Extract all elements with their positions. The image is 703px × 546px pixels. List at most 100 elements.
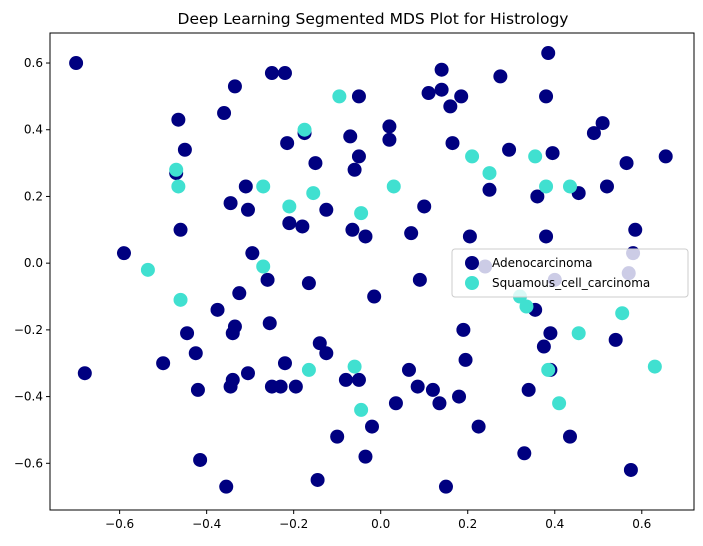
scatter-point — [541, 46, 556, 61]
scatter-point — [193, 452, 208, 467]
scatter-point — [347, 162, 362, 177]
scatter-point — [382, 132, 397, 147]
data-points — [69, 46, 673, 494]
scatter-point — [456, 322, 471, 337]
scatter-point — [306, 186, 321, 201]
scatter-point — [180, 326, 195, 341]
y-tick-label: −0.4 — [14, 390, 43, 404]
scatter-point — [615, 306, 630, 321]
legend-marker — [465, 256, 479, 270]
scatter-point — [388, 396, 403, 411]
scatter-point — [319, 202, 334, 217]
scatter-point — [177, 142, 192, 157]
scatter-point — [140, 262, 155, 277]
scatter-point — [386, 179, 401, 194]
chart-title: Deep Learning Segmented MDS Plot for His… — [178, 10, 569, 28]
scatter-point — [539, 229, 554, 244]
scatter-point — [647, 359, 662, 374]
x-tick-label: −0.4 — [192, 517, 221, 531]
scatter-point — [452, 389, 467, 404]
scatter-point — [171, 179, 186, 194]
scatter-point — [502, 142, 517, 157]
scatter-point — [367, 289, 382, 304]
scatter-point — [412, 272, 427, 287]
legend: Adenocarcinoma Squamous_cell_carcinoma — [451, 248, 689, 298]
scatter-point — [297, 122, 312, 137]
scatter-point — [358, 229, 373, 244]
scatter-point — [358, 449, 373, 464]
scatter-point — [156, 356, 171, 371]
x-tick-label: 0.6 — [632, 517, 651, 531]
scatter-point — [227, 319, 242, 334]
scatter-point — [173, 292, 188, 307]
scatter-point — [552, 396, 567, 411]
scatter-point — [240, 202, 255, 217]
scatter-point — [401, 362, 416, 377]
scatter-point — [319, 346, 334, 361]
scatter-point — [454, 89, 469, 104]
scatter-point — [77, 366, 92, 381]
scatter-point — [465, 149, 480, 164]
x-tick-label: 0.0 — [371, 517, 390, 531]
scatter-point — [171, 112, 186, 127]
scatter-point — [421, 86, 436, 101]
scatter-point — [458, 352, 473, 367]
scatter-point — [232, 286, 247, 301]
scatter-point — [482, 182, 497, 197]
scatter-point — [562, 429, 577, 444]
scatter-point — [404, 226, 419, 241]
scatter-point — [351, 372, 366, 387]
scatter-point — [432, 396, 447, 411]
y-tick-label: 0.2 — [24, 189, 43, 203]
scatter-point — [240, 366, 255, 381]
scatter-point — [256, 179, 271, 194]
scatter-point — [599, 179, 614, 194]
scatter-point — [245, 246, 260, 261]
scatter-point — [365, 419, 379, 434]
scatter-point — [227, 79, 242, 94]
scatter-point — [301, 362, 316, 377]
scatter-point — [219, 479, 234, 494]
scatter-point — [238, 179, 253, 194]
scatter-point — [288, 379, 303, 394]
scatter-point — [282, 216, 297, 231]
x-tick-label: 0.4 — [545, 517, 564, 531]
scatter-point — [628, 222, 643, 237]
scatter-point — [438, 479, 453, 494]
scatter-point — [543, 326, 558, 341]
scatter-point — [210, 302, 225, 317]
scatter-point — [280, 136, 295, 151]
legend-marker — [465, 276, 479, 290]
scatter-point — [345, 222, 360, 237]
scatter-point — [539, 89, 554, 104]
scatter-point — [539, 179, 554, 194]
x-tick-label: −0.2 — [279, 517, 308, 531]
scatter-point — [434, 82, 449, 97]
scatter-point — [260, 272, 275, 287]
scatter-point — [410, 379, 425, 394]
legend-label: Squamous_cell_carcinoma — [492, 276, 650, 290]
series-0 — [69, 46, 673, 494]
scatter-point — [169, 162, 184, 177]
scatter-point — [116, 246, 131, 261]
x-tick-label: 0.2 — [458, 517, 477, 531]
scatter-point — [217, 106, 232, 121]
scatter-point — [351, 149, 366, 164]
scatter-point — [301, 276, 316, 291]
axis-ticks: −0.6 −0.4 −0.2 0.0 0.2 0.4 0.6 −0.6 −0.4 −0.2 0.0 0… — [14, 56, 651, 531]
scatter-point — [462, 229, 477, 244]
scatter-point — [445, 136, 460, 151]
scatter-point — [528, 149, 543, 164]
scatter-point — [586, 126, 601, 141]
scatter-point — [545, 146, 560, 161]
scatter-point — [658, 149, 673, 164]
legend-label: Adenocarcinoma — [492, 256, 593, 270]
scatter-point — [417, 199, 432, 214]
scatter-point — [623, 462, 638, 477]
scatter-point — [308, 156, 323, 171]
scatter-point — [256, 259, 271, 274]
scatter-point — [347, 359, 362, 374]
scatter-point — [443, 99, 458, 114]
scatter-point — [471, 419, 486, 434]
